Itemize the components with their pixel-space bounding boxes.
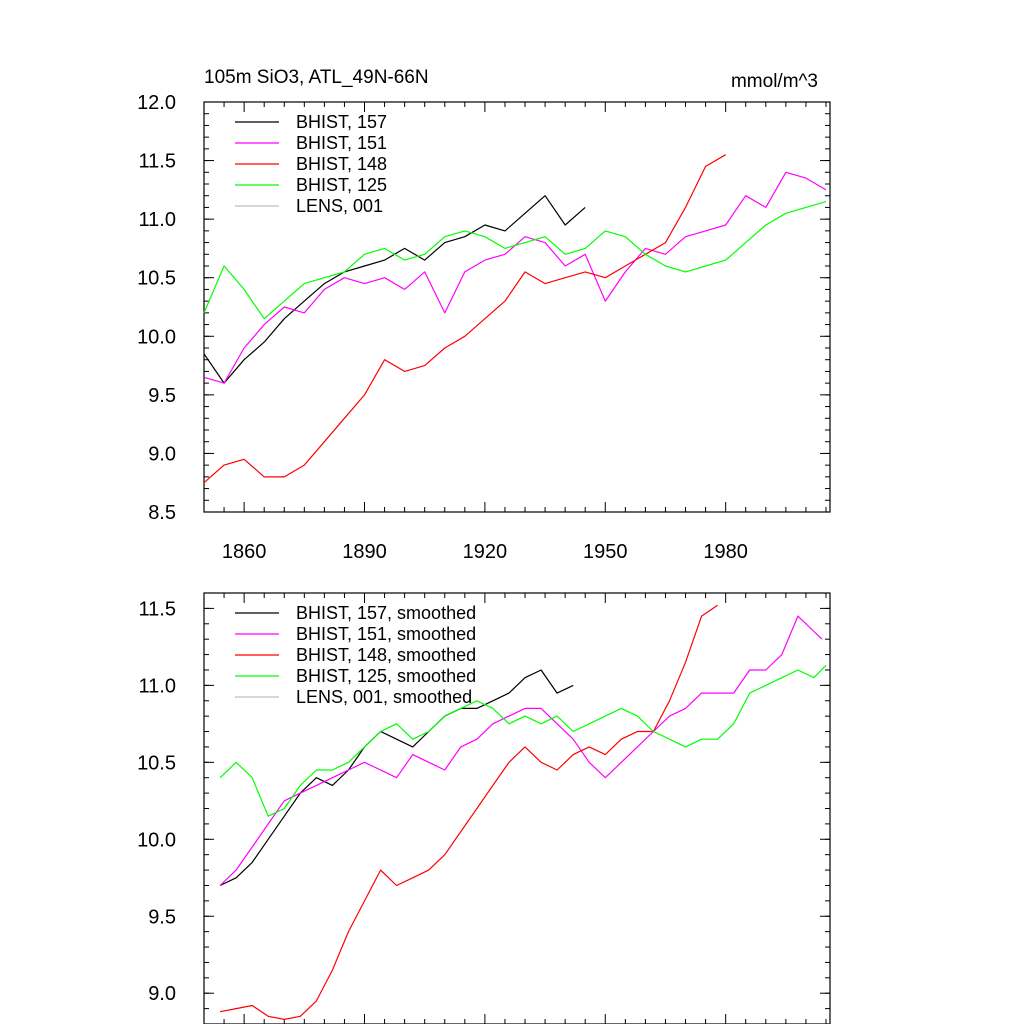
legend-label: BHIST, 148 <box>296 154 387 174</box>
legend-label: BHIST, 125, smoothed <box>296 666 476 686</box>
series-line-bhist-125 <box>203 201 827 320</box>
series-line-bhist-125-smoothed <box>219 664 827 817</box>
series-line-bhist-151-smoothed <box>219 615 823 886</box>
legend-label: BHIST, 151, smoothed <box>296 624 476 644</box>
series-line-bhist-157 <box>203 195 586 384</box>
x-tick-label: 1980 <box>703 541 748 563</box>
units-label: mmol/m^3 <box>731 71 818 92</box>
x-tick-label: 1890 <box>342 541 387 563</box>
y-tick-label: 9.0 <box>148 983 176 1005</box>
legend-label: BHIST, 148, smoothed <box>296 645 476 665</box>
legend-label: LENS, 001, smoothed <box>296 687 472 707</box>
y-tick-label: 11.0 <box>139 675 176 697</box>
y-tick-label: 11.5 <box>139 598 176 620</box>
legend-label: BHIST, 157, smoothed <box>296 603 476 623</box>
legend-label: BHIST, 151 <box>296 133 387 153</box>
y-tick-label: 9.0 <box>148 443 176 465</box>
x-tick-label: 1920 <box>463 541 508 563</box>
y-tick-label: 10.5 <box>137 752 176 774</box>
legend-label: LENS, 001 <box>296 196 383 216</box>
y-tick-label: 10.0 <box>137 829 176 851</box>
y-tick-label: 9.5 <box>148 385 176 407</box>
panel-1: 8.5 9.0 9.5 10.0 10.5 11.0 11.5 12.0 1860 1890 192… <box>137 92 831 563</box>
y-tick-label: 8.5 <box>148 502 176 524</box>
y-tick-label: 10.0 <box>137 326 176 348</box>
panel-2: 9.0 9.5 10.0 10.5 11.0 11.5 BHIST, 157, smooth… <box>137 592 831 1024</box>
series-line-bhist-148-smoothed <box>219 604 718 1020</box>
y-tick-label: 12.0 <box>137 92 176 114</box>
series-line-bhist-157-smoothed <box>219 669 574 887</box>
x-tick-label: 1860 <box>222 541 267 563</box>
legend-label: BHIST, 125 <box>296 175 387 195</box>
legend-label: BHIST, 157 <box>296 112 387 132</box>
y-tick-label: 11.5 <box>139 151 176 173</box>
x-tick-label: 1950 <box>583 541 628 563</box>
y-tick-label: 11.0 <box>139 209 176 231</box>
plot-frame <box>203 101 831 513</box>
y-tick-label: 10.5 <box>137 268 176 290</box>
y-tick-label: 9.5 <box>148 906 176 928</box>
series-line-bhist-148 <box>203 154 727 484</box>
chart-title: 105m SiO3, ATL_49N-66N <box>204 67 429 88</box>
